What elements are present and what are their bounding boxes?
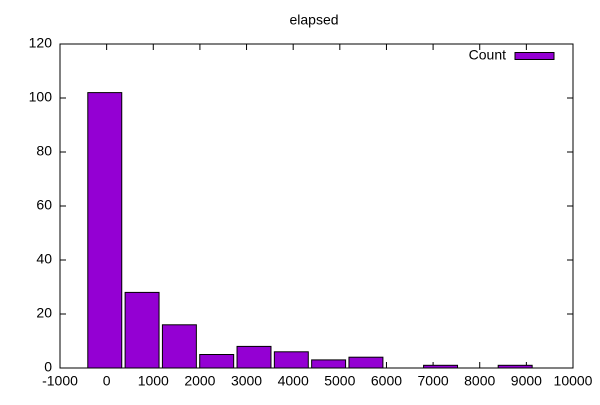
x-tick-label: 6000 <box>371 373 402 389</box>
x-tick-label: 1000 <box>138 373 169 389</box>
x-tick-label: 7000 <box>418 373 449 389</box>
chart-title: elapsed <box>289 12 338 28</box>
bar <box>348 356 384 369</box>
bar <box>236 345 272 369</box>
plot-frame <box>59 43 574 369</box>
bar <box>124 291 160 369</box>
bar <box>273 351 309 369</box>
x-tick-label: 8000 <box>464 373 495 389</box>
bar <box>87 92 123 369</box>
y-tick-label: 80 <box>36 143 52 159</box>
legend-label: Count <box>469 47 506 63</box>
bar <box>311 359 347 369</box>
x-tick-label: -1000 <box>42 373 78 389</box>
x-tick-label: 4000 <box>278 373 309 389</box>
y-tick-label: 20 <box>36 305 52 321</box>
y-tick-label: 0 <box>44 359 52 375</box>
x-tick-label: 5000 <box>324 373 355 389</box>
y-tick-label: 40 <box>36 251 52 267</box>
x-tick-label: 0 <box>103 373 111 389</box>
x-tick-label: 3000 <box>231 373 262 389</box>
legend-swatch <box>514 52 555 60</box>
bar <box>199 354 235 369</box>
x-tick-label: 9000 <box>511 373 542 389</box>
y-tick-label: 120 <box>29 35 53 51</box>
x-tick-label: 2000 <box>184 373 215 389</box>
x-tick-label: 10000 <box>554 373 593 389</box>
y-tick-label: 60 <box>36 197 52 213</box>
y-tick-label: 100 <box>29 89 53 105</box>
bar <box>161 324 197 369</box>
